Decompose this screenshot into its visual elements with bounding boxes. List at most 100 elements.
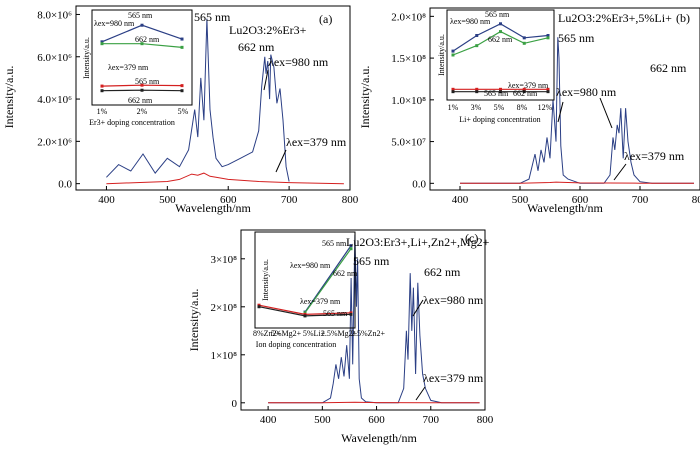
panel-b-inset-xlabel: Li+ doping concentration — [459, 115, 540, 124]
panel-a-inset-point — [140, 42, 144, 46]
panel-b-x-tick-label: 600 — [572, 194, 589, 206]
panel-b-inset-xtick-2: 3% — [471, 103, 482, 112]
panel-c-ylabel: Intensity/a.u. — [187, 289, 201, 352]
panel-b: Intensity/a.u. Wavelength/nm 0.0 5.0×10⁷ 1… — [358, 7, 700, 215]
panel-a-inset-xtick-3: 5% — [178, 107, 189, 116]
panel-b-peak-565-label: 565 nm — [558, 31, 595, 45]
panel-a-xlabel: Wavelength/nm — [175, 201, 251, 215]
panel-a-inset-point — [180, 37, 184, 41]
panel-b-x-tick-label: 400 — [452, 194, 469, 206]
panel-b-x-tick-label: 500 — [512, 194, 529, 206]
panel-c-xlabel: Wavelength/nm — [341, 431, 417, 445]
panel-a-y-tick-label: 0.0 — [58, 179, 72, 191]
panel-c-inset-point — [303, 311, 307, 315]
panel-c-inset-xlabel: Ion doping concentration — [256, 340, 336, 349]
panel-b-inset-point — [522, 87, 526, 91]
panel-a-label-tag: (a) — [319, 12, 332, 26]
panel-c-x-tick-label: 800 — [477, 414, 494, 426]
panel-b-inset-point — [451, 49, 455, 53]
panel-a-series-379nm — [106, 172, 344, 185]
panel-b-ex980-arrow — [557, 101, 564, 123]
panel-b-ylabel: Intensity/a.u. — [358, 66, 372, 129]
panel-a-ex379-arrow — [275, 149, 287, 173]
panel-a-inset-point — [180, 89, 184, 93]
panel-c-plot-frame — [240, 229, 486, 411]
panel-a-inset-label-565-top: 565 nm — [128, 11, 153, 20]
panel-a-peak-662-label: 662 nm — [238, 40, 275, 54]
panel-b-inset-point — [475, 87, 479, 91]
panel-b-inset-label-379: λex=379 nm — [508, 81, 549, 90]
panel-c-ex379-label: λex=379 nm — [423, 371, 484, 385]
panel-a-inset-frame — [91, 9, 193, 106]
panel-b-title: Lu2O3:2%Er3+,5%Li+ — [558, 11, 672, 25]
panel-b-x-tick-label: 700 — [632, 194, 649, 206]
panel-c-inset-label-662-top: 662 nm — [333, 269, 358, 278]
panel-b-ex980-label: λex=980 nm — [556, 85, 617, 99]
panel-a-ex379-label: λex=379 nm — [286, 135, 347, 149]
panel-b-ex379-arrow — [613, 163, 627, 181]
panel-a-x-tick-label: 700 — [281, 194, 298, 206]
panel-a-y-tick-label: 8.0×10⁶ — [37, 9, 72, 21]
panel-b-inset-point — [499, 87, 502, 91]
panel-c-inset-line — [304, 248, 352, 314]
panel-b-inset-label-662-bottom: 662 nm — [513, 89, 538, 98]
panel-c-series-980nm — [268, 234, 480, 404]
panel-b-ex379-label: λex=379 nm — [624, 149, 685, 163]
panel-c-x-tick-label: 500 — [314, 414, 331, 426]
panel-b-inset-label-662-top: 662 nm — [488, 35, 513, 44]
panel-b-inset-point — [475, 90, 479, 94]
panel-a-inset-point — [100, 84, 104, 88]
panel-b-inset-xtick-3: 5% — [494, 103, 505, 112]
panel-a-inset-xtick-1: 1% — [97, 107, 108, 116]
panel-c-inset: Intensity/a.u. 8%Zn2+ 5%Mg2+ 5%Li+ 2.5%M… — [253, 231, 386, 349]
panel-b-inset: Intensity/a.u. 1% 3% 5% 8% 12% Li+ dopin… — [437, 9, 555, 124]
panel-a-inset-point — [180, 84, 184, 88]
panel-b-inset-point — [546, 87, 550, 91]
panel-a-ylabel: Intensity/a.u. — [2, 66, 16, 129]
panel-c-inset-series — [257, 244, 353, 318]
panel-c-title: Lu2O3:Er3+,Li+,Zn2+,Mg2+ — [346, 235, 490, 249]
panel-a-inset-point — [100, 40, 104, 44]
panel-b-xlabel: Wavelength/nm — [527, 201, 603, 215]
panel-a-inset-xtick-2: 2% — [137, 107, 148, 116]
panel-a-y-tick-label: 2.0×10⁶ — [37, 136, 72, 148]
panel-c-inset-point — [257, 305, 261, 309]
panel-c-inset-xtick-3: 5%Li+ — [303, 329, 326, 338]
panel-c-y-ticks: 0 1×10⁸ 2×10⁸ 3×10⁸ — [210, 254, 245, 410]
panel-a-inset-label-379: λex=379 nm — [108, 63, 149, 72]
panel-b-y-tick-label: 0.0 — [412, 178, 426, 190]
panel-b-plot-frame — [429, 7, 700, 191]
panel-b-inset-frame — [446, 9, 555, 101]
panel-a-inset-point — [100, 42, 104, 46]
panel-a-y-tick-label: 6.0×10⁶ — [37, 52, 72, 64]
panel-c-peak-662-label: 662 nm — [424, 265, 461, 279]
panel-b-inset-point — [451, 53, 455, 57]
panel-c-label-tag: (c) — [465, 231, 478, 245]
panel-a-series — [106, 18, 344, 185]
panel-b-inset-point — [499, 22, 502, 26]
panel-c-x-tick-label: 700 — [423, 414, 440, 426]
panel-c-series-379nm — [268, 401, 480, 404]
panel-b-x-tick-label: 800 — [692, 194, 700, 206]
panel-b-y-tick-label: 5.0×10⁷ — [391, 137, 426, 149]
panel-c-ex980-arrow — [412, 299, 424, 317]
panel-c-inset-ylabel: Intensity/a.u. — [261, 259, 270, 301]
panel-b-inset-point — [499, 30, 502, 34]
panel-a-plot-frame — [75, 5, 351, 191]
panel-b-inset-point — [451, 90, 455, 94]
panel-c-inset-label-980: λex=980 nm — [290, 261, 331, 270]
panel-c-inset-label-379: λex=379 nm — [300, 297, 341, 306]
panel-c-peak-565-label: 565 nm — [353, 254, 390, 268]
panel-b-inset-label-565-top: 565 nm — [485, 10, 510, 19]
panel-c-y-tick-label: 1×10⁸ — [210, 350, 237, 362]
panel-b-y-tick-label: 1.5×10⁸ — [391, 53, 426, 65]
panel-c-inset-label-565-bottom: 565 nm — [323, 309, 348, 318]
panel-a-inset-point — [140, 23, 144, 27]
panel-b-y-tick-label: 2.0×10⁸ — [391, 11, 426, 23]
panel-a-x-tick-label: 500 — [159, 194, 176, 206]
panel-a-x-tick-label: 600 — [220, 194, 237, 206]
panel-c-inset-point — [257, 303, 261, 307]
panel-b-inset-point — [546, 36, 550, 40]
panel-c-inset-point — [349, 247, 353, 251]
